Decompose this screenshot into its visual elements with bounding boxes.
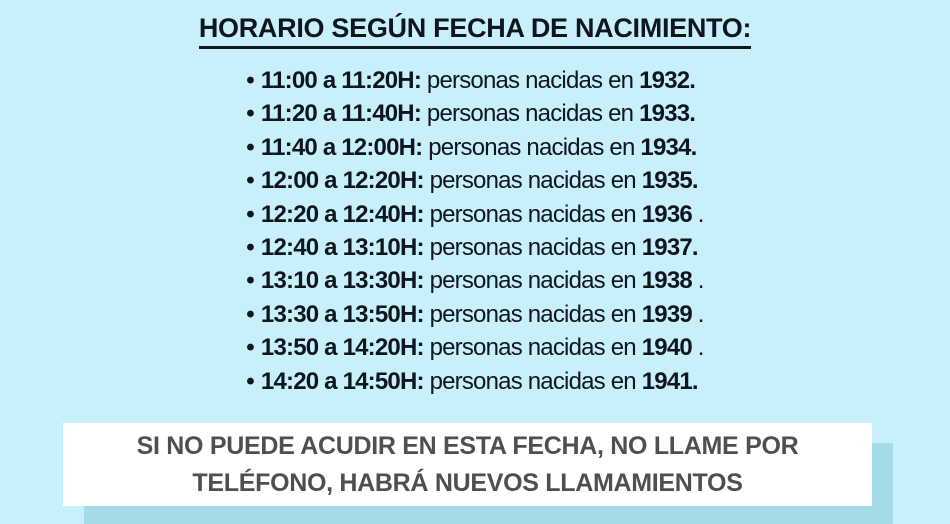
time-range: 11:00 a 11:20H: <box>260 67 422 94</box>
birth-year: 1936 <box>641 200 693 228</box>
page-title-text: HORARIO SEGÚN FECHA DE NACIMIENTO: <box>198 13 751 49</box>
schedule-row: • 11:00 a 11:20H: personas nacidas en 193… <box>246 64 703 97</box>
schedule-row: • 13:50 a 14:20H: personas nacidas en 194… <box>246 331 705 364</box>
row-suffix: . <box>691 267 705 295</box>
bullet-icon: • <box>246 267 254 295</box>
birth-year: 1937. <box>641 234 699 262</box>
notice-banner: SI NO PUEDE ACUDIR EN ESTA FECHA, NO LLA… <box>63 423 872 506</box>
birth-year: 1938 <box>641 267 693 295</box>
time-range: 11:40 a 12:00H: <box>260 133 423 161</box>
notice-line-1: SI NO PUEDE ACUDIR EN ESTA FECHA, NO LLA… <box>136 431 799 460</box>
row-label: personas nacidas en <box>429 267 637 295</box>
birth-year: 1940 <box>641 334 693 362</box>
time-range: 13:10 a 13:30H: <box>260 267 425 295</box>
bullet-icon: • <box>246 67 254 94</box>
bullet-icon: • <box>246 200 254 228</box>
row-label: personas nacidas en <box>429 300 637 328</box>
bullet-icon: • <box>246 367 254 395</box>
schedule-row: • 12:00 a 12:20H: personas nacidas en 193… <box>246 164 703 197</box>
row-label: personas nacidas en <box>426 100 634 128</box>
row-label: personas nacidas en <box>429 200 637 228</box>
bullet-icon: • <box>246 234 254 262</box>
bullet-icon: • <box>246 334 254 362</box>
row-suffix: . <box>691 334 705 362</box>
row-label: personas nacidas en <box>429 367 637 395</box>
schedule-row: • 11:40 a 12:00H: personas nacidas en 193… <box>246 131 703 164</box>
schedule-row: • 12:40 a 13:10H: personas nacidas en 193… <box>246 231 703 264</box>
birth-year: 1935. <box>641 167 699 195</box>
page-title: HORARIO SEGÚN FECHA DE NACIMIENTO: <box>0 0 950 49</box>
birth-year: 1934. <box>640 133 697 161</box>
bullet-icon: • <box>246 300 254 328</box>
birth-year: 1939 <box>641 300 693 328</box>
row-label: personas nacidas en <box>428 133 635 161</box>
row-label: personas nacidas en <box>429 167 637 195</box>
schedule-row: • 13:10 a 13:30H: personas nacidas en 193… <box>246 264 705 297</box>
schedule-row: • 13:30 a 13:50H: personas nacidas en 193… <box>246 298 705 331</box>
time-range: 13:50 a 14:20H: <box>260 334 425 362</box>
time-range: 11:20 a 11:40H: <box>260 100 422 128</box>
row-suffix: . <box>691 300 705 328</box>
bullet-icon: • <box>246 100 254 128</box>
bullet-icon: • <box>246 167 254 195</box>
schedule-row: • 11:20 a 11:40H: personas nacidas en 193… <box>246 97 703 130</box>
birth-year: 1933. <box>639 100 696 128</box>
schedule-list: • 11:00 a 11:20H: personas nacidas en 193… <box>246 64 705 398</box>
row-label: personas nacidas en <box>429 234 637 262</box>
time-range: 12:20 a 12:40H: <box>260 200 425 228</box>
time-range: 13:30 a 13:50H: <box>260 300 425 328</box>
row-suffix: . <box>691 200 705 228</box>
time-range: 14:20 a 14:50H: <box>260 367 425 395</box>
notice-line-2: TELÉFONO, HABRÁ NUEVOS LLAMAMIENTOS <box>192 468 743 497</box>
bullet-icon: • <box>246 133 254 161</box>
time-range: 12:00 a 12:20H: <box>260 167 425 195</box>
birth-year: 1941. <box>641 367 699 395</box>
schedule-row: • 12:20 a 12:40H: personas nacidas en 193… <box>246 198 705 231</box>
birth-year: 1932. <box>639 67 696 94</box>
row-label: personas nacidas en <box>429 334 637 362</box>
schedule-row: • 14:20 a 14:50H: personas nacidas en 194… <box>246 365 703 398</box>
row-label: personas nacidas en <box>426 67 634 94</box>
time-range: 12:40 a 13:10H: <box>260 234 425 262</box>
